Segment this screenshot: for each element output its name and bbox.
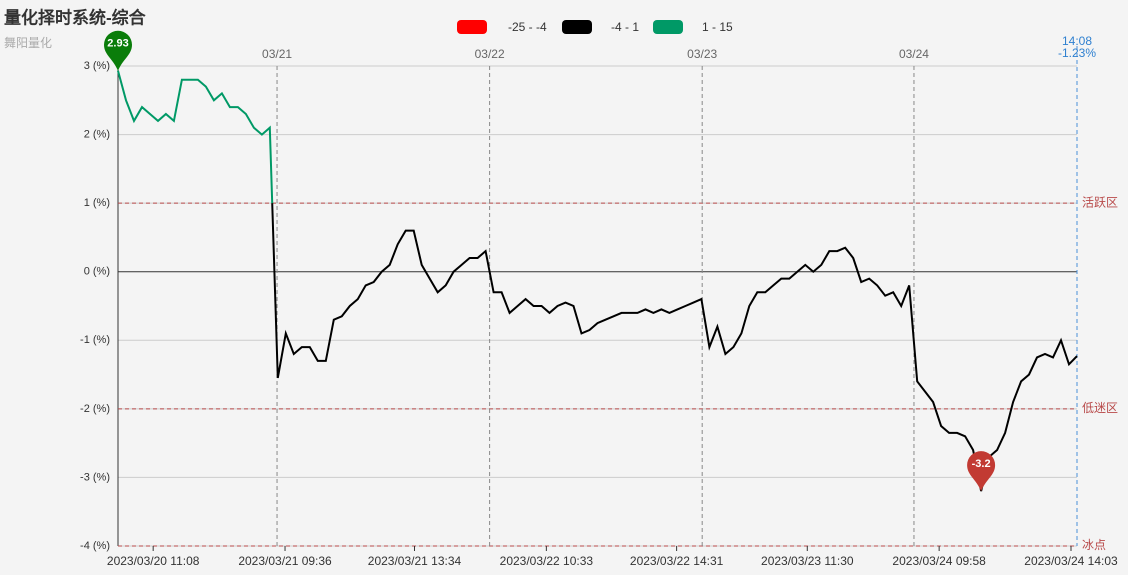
reference-label: 活跃区 [1082, 195, 1118, 209]
legend-swatch [653, 20, 683, 34]
legend-label: -25 - -4 [508, 20, 547, 34]
chart-title: 量化择时系统-综合 [4, 7, 147, 27]
top-x-tick-label: 03/23 [687, 47, 717, 61]
x-tick-label: 2023/03/24 09:58 [892, 554, 986, 568]
legend-swatch [562, 20, 592, 34]
x-tick-label: 2023/03/22 10:33 [500, 554, 594, 568]
reference-label: 低迷区 [1082, 401, 1118, 415]
pin-label: 2.93 [107, 38, 128, 50]
y-tick-label: 0 (%) [84, 266, 110, 278]
y-tick-label: -4 (%) [80, 540, 110, 552]
chart-subtitle: 舞阳量化 [4, 36, 52, 50]
y-tick-label: 3 (%) [84, 60, 110, 72]
y-tick-label: -3 (%) [80, 471, 110, 483]
y-tick-label: -1 (%) [80, 334, 110, 346]
x-tick-label: 2023/03/24 14:03 [1024, 554, 1118, 568]
pin [104, 30, 132, 71]
x-tick-label: 2023/03/22 14:31 [630, 554, 724, 568]
x-tick-label: 2023/03/23 11:30 [761, 554, 854, 568]
top-x-tick-label: 03/24 [899, 47, 929, 61]
y-tick-label: -2 (%) [80, 403, 110, 415]
x-tick-label: 2023/03/21 13:34 [368, 554, 462, 568]
y-tick-label: 2 (%) [84, 128, 110, 140]
pin-label: -3.2 [972, 458, 991, 470]
current-value: -1.23% [1058, 46, 1096, 60]
pin [967, 451, 996, 492]
top-x-tick-label: 03/21 [262, 47, 292, 61]
legend-label: 1 - 15 [702, 20, 733, 34]
top-x-tick-label: 03/22 [475, 47, 505, 61]
y-tick-label: 1 (%) [84, 197, 110, 209]
legend-label: -4 - 1 [611, 20, 639, 34]
current-time: 14:08 [1062, 34, 1092, 48]
legend-swatch [457, 20, 487, 34]
x-tick-label: 2023/03/21 09:36 [238, 554, 332, 568]
data-line [271, 203, 1078, 492]
x-tick-label: 2023/03/20 11:08 [107, 554, 200, 568]
reference-label: 冰点 [1082, 538, 1106, 552]
